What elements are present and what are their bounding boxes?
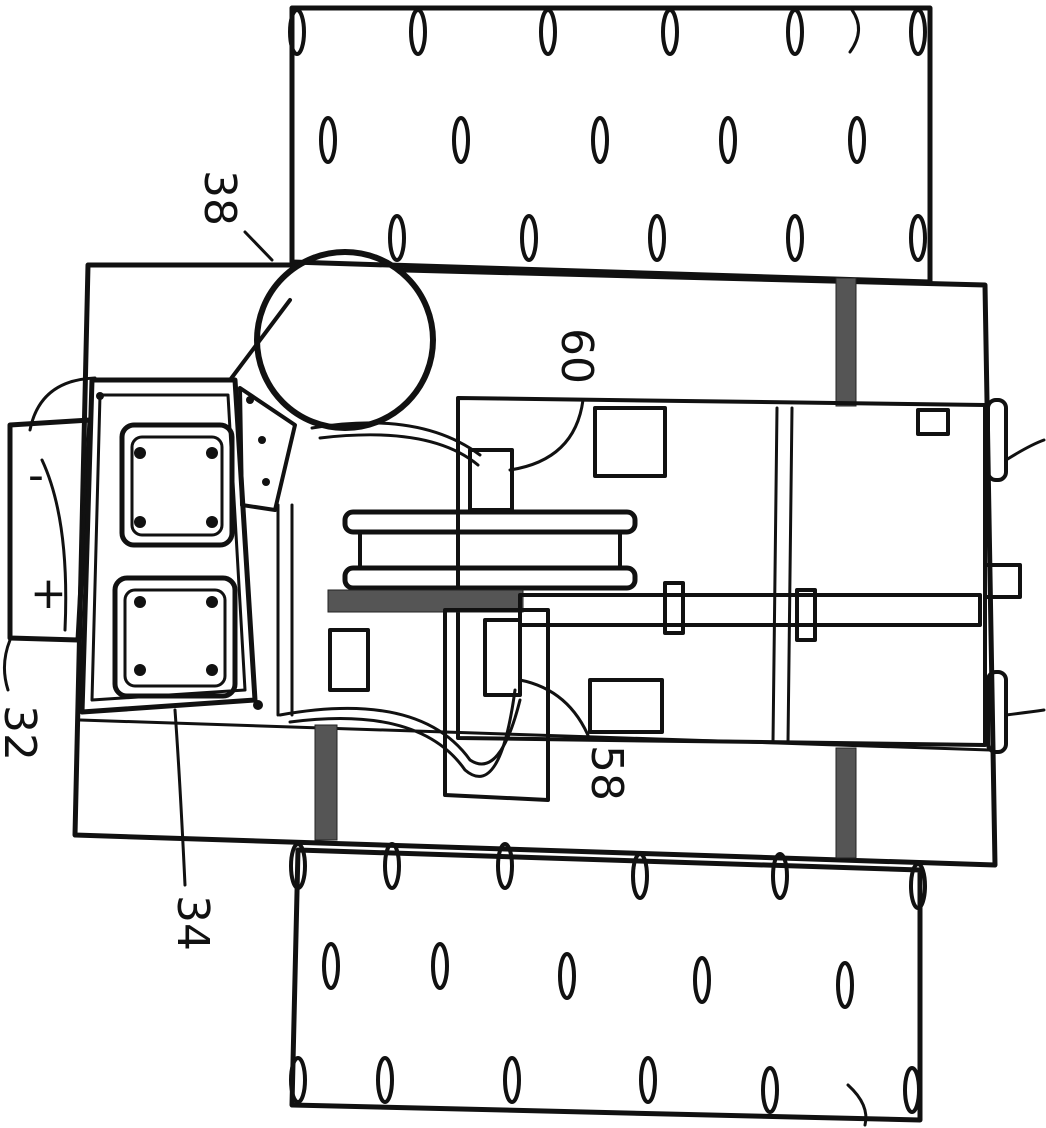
sensor-58: [483, 618, 522, 697]
lower-plate-slots: [289, 842, 927, 1114]
lower-crossbar-right: [835, 747, 857, 859]
battery: - +: [7, 376, 97, 643]
motor-drum: [228, 249, 436, 512]
sensor-60: [468, 448, 514, 512]
battery-minus-label: -: [28, 450, 44, 501]
battery-plus-label: +: [30, 568, 67, 619]
label-34: 34: [167, 895, 218, 951]
upper-crossbar: [835, 277, 857, 407]
label-60: 60: [551, 328, 602, 384]
lower-crossbar-left: [314, 724, 338, 841]
label-38: 38: [194, 170, 245, 226]
chassis: [72, 262, 998, 868]
block-lower: [588, 678, 664, 734]
small-tab: [916, 408, 950, 436]
fan-upper: [119, 422, 235, 548]
label-58: 58: [581, 745, 632, 801]
spool-bottom-flange: [342, 565, 638, 591]
lower-slotted-plate: [289, 842, 927, 1127]
block-upper: [593, 406, 667, 478]
reference-labels: 38 60 58 32 34: [0, 170, 632, 951]
end-cap-lower: [986, 670, 1008, 754]
controller-housing: [79, 377, 263, 715]
rail-clamp-2: [795, 588, 817, 642]
threaded-rod: [327, 589, 524, 613]
end-cap-upper: [986, 398, 1008, 482]
actuator-assembly: [327, 396, 1046, 802]
wiring: [276, 421, 522, 778]
label-32: 32: [0, 705, 45, 761]
upper-slotted-plate: [288, 5, 933, 285]
fan-lower: [112, 575, 238, 699]
connector-block: [328, 628, 370, 692]
rail: [518, 593, 982, 627]
spool-top-flange: [342, 509, 638, 535]
upper-plate-slots: [288, 8, 927, 262]
end-knob: [983, 563, 1022, 599]
rail-clamp-1: [663, 581, 685, 635]
